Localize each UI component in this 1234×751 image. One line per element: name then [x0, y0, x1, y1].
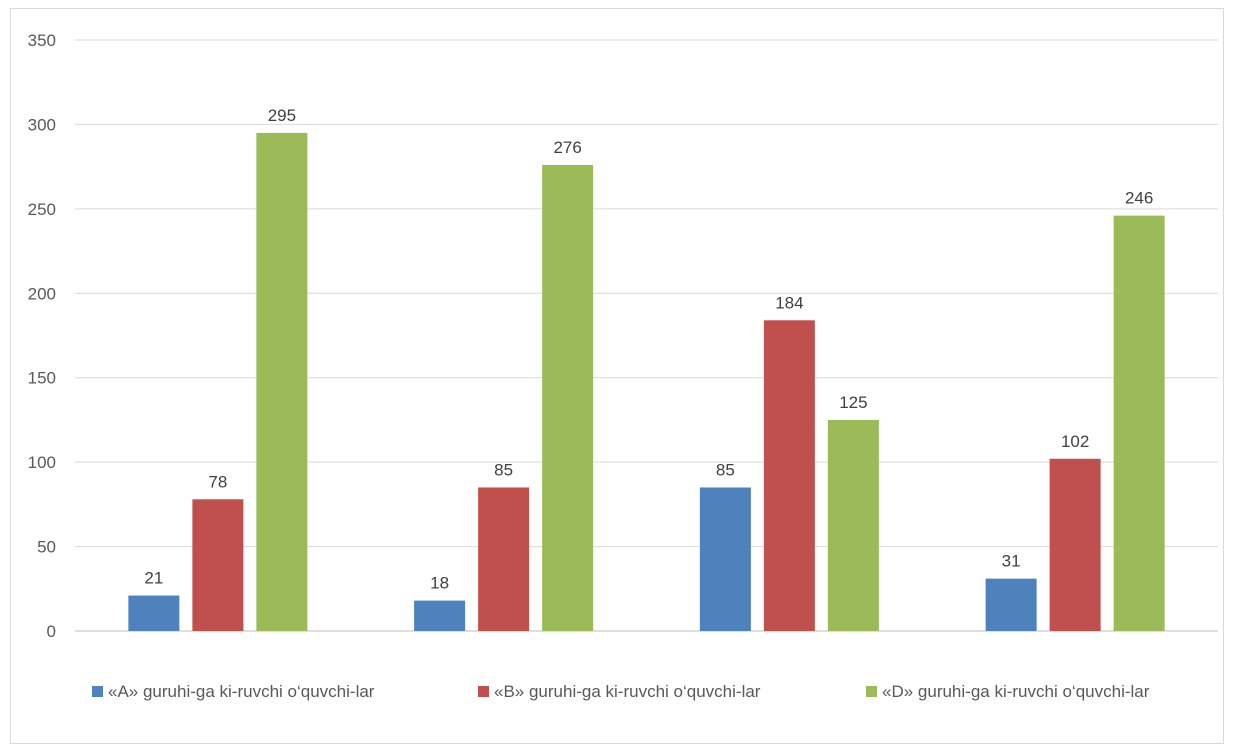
bar: [478, 487, 530, 631]
data-label: 102: [1061, 432, 1089, 451]
y-tick-label: 200: [28, 284, 56, 303]
legend-label: «B» guruhi-ga ki-ruvchi o‘quvchi-lar: [494, 682, 761, 701]
y-tick-label: 150: [28, 369, 56, 388]
bar: [542, 164, 594, 631]
bar: [827, 419, 879, 631]
gridlines: [75, 39, 1218, 632]
data-label: 78: [208, 472, 227, 491]
y-tick-label: 250: [28, 200, 56, 219]
legend-label: «A» guruhi-ga ki-ruvchi o‘quvchi-lar: [108, 682, 375, 701]
bar: [256, 132, 308, 631]
legend-swatch: [478, 686, 489, 697]
data-label: 276: [553, 138, 581, 157]
legend-label: «D» guruhi-ga ki-ruvchi o‘quvchi-lar: [882, 682, 1150, 701]
data-label: 21: [144, 569, 163, 588]
data-label: 85: [494, 460, 513, 479]
data-label: 31: [1002, 552, 1021, 571]
y-axis: 0 50 100 150 200 250 300 350: [28, 31, 56, 641]
bar: [1049, 458, 1101, 631]
y-tick-label: 350: [28, 31, 56, 50]
y-tick-label: 100: [28, 453, 56, 472]
data-label: 295: [268, 106, 296, 125]
legend-swatch: [92, 686, 103, 697]
bar: [699, 487, 751, 631]
bar: [192, 499, 244, 631]
legend: «A» guruhi-ga ki-ruvchi o‘quvchi-lar «B» …: [92, 682, 1150, 701]
data-labels: 21 18 85 31 78 85 184 102 295 276 125 246: [144, 106, 1153, 593]
data-label: 18: [430, 574, 449, 593]
bar: [414, 600, 466, 631]
bar: [128, 595, 180, 631]
bar: [985, 578, 1037, 631]
y-tick-label: 0: [47, 622, 56, 641]
bars: [128, 132, 1165, 631]
data-label: 85: [716, 460, 735, 479]
bar: [763, 320, 815, 631]
data-label: 184: [775, 293, 803, 312]
data-label: 246: [1125, 189, 1153, 208]
bar: [1113, 215, 1165, 631]
legend-swatch: [866, 686, 877, 697]
data-label: 125: [839, 393, 867, 412]
y-tick-label: 50: [37, 538, 56, 557]
y-tick-label: 300: [28, 115, 56, 134]
